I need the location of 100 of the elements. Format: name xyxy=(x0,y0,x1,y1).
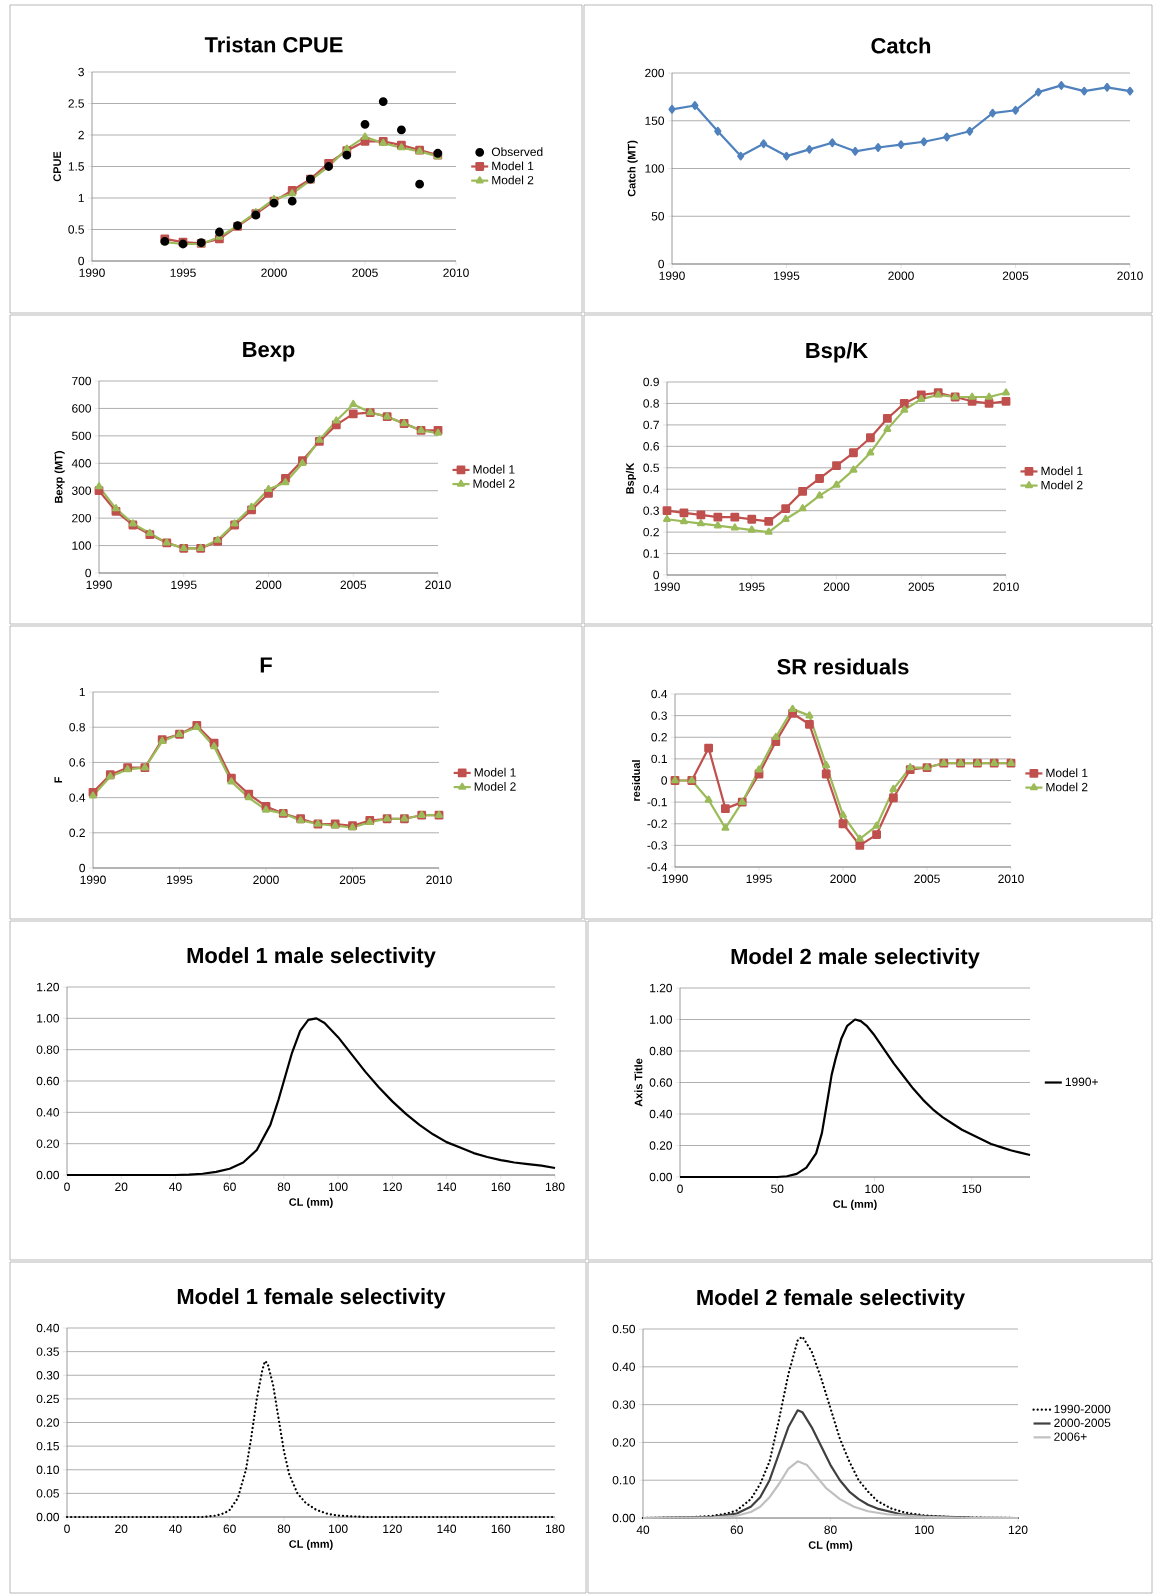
x-tick-label: 100 xyxy=(329,1182,348,1191)
x-tick-label: 120 xyxy=(1008,1525,1028,1534)
y-tick-label: 0 xyxy=(79,863,86,873)
x-tick-label: 1995 xyxy=(746,874,772,883)
y-tick-label: 0.15 xyxy=(36,1441,59,1451)
x-tick-label: 40 xyxy=(169,1524,182,1533)
chart-title: F xyxy=(260,657,272,673)
y-tick-label: 0.3 xyxy=(643,506,659,515)
x-tick-label: 60 xyxy=(223,1182,236,1191)
y-tick-label: 0.9 xyxy=(643,377,659,387)
x-tick-label: 2000 xyxy=(261,268,287,277)
y-tick-label: 0.80 xyxy=(649,1046,673,1056)
y-tick-label: 0.1 xyxy=(643,549,659,558)
legend-label: Model 2 xyxy=(473,479,515,488)
x-tick-label: 80 xyxy=(277,1182,291,1191)
x-tick-label: 80 xyxy=(277,1524,291,1533)
x-tick-label: 150 xyxy=(962,1184,982,1193)
x-tick-label: 100 xyxy=(915,1525,934,1534)
x-tick-label: 1990 xyxy=(659,271,685,280)
y-tick-label: 0.30 xyxy=(612,1400,636,1409)
y-tick-label: 2 xyxy=(78,130,84,140)
chart-title: Bexp xyxy=(243,341,295,362)
y-tick-label: 0 xyxy=(653,570,660,580)
y-tick-label: 0.6 xyxy=(643,442,659,451)
y-tick-label: 0.1 xyxy=(651,754,667,764)
x-tick-label: 1995 xyxy=(171,580,197,589)
y-tick-label: 0.20 xyxy=(36,1139,60,1148)
x-tick-label: 120 xyxy=(383,1182,402,1191)
y-axis-title: Bsp/K xyxy=(625,462,637,494)
y-tick-label: 0 xyxy=(661,776,668,785)
y-tick-label: 0 xyxy=(658,259,665,269)
y-tick-label: 0.5 xyxy=(68,225,84,234)
legend-label: Model 1 xyxy=(1046,768,1088,778)
x-tick-label: 180 xyxy=(545,1524,565,1533)
legend-label: Observed xyxy=(491,147,543,157)
y-tick-label: 100 xyxy=(645,164,665,173)
x-tick-label: 60 xyxy=(223,1524,236,1533)
x-tick-label: 1990 xyxy=(654,582,680,591)
y-tick-label: 50 xyxy=(651,212,665,221)
y-axis-title: Catch (MT) xyxy=(627,140,638,197)
x-tick-label: 2005 xyxy=(908,582,935,591)
x-tick-label: 2010 xyxy=(425,580,451,589)
x-tick-label: 2010 xyxy=(993,582,1019,591)
y-tick-label: 200 xyxy=(645,68,665,78)
legend-label: 1990+ xyxy=(1065,1077,1098,1087)
y-tick-label: 3 xyxy=(78,67,84,77)
y-tick-label: 0.50 xyxy=(612,1324,636,1334)
y-tick-label: 0.2 xyxy=(643,527,659,537)
chart-title: Model 2 female selectivity xyxy=(697,1289,965,1310)
x-tick-label: 2000 xyxy=(823,582,850,591)
x-tick-label: 1990 xyxy=(79,268,105,277)
y-tick-label: 0.4 xyxy=(643,485,660,494)
y-tick-label: 0.4 xyxy=(69,793,86,802)
y-tick-label: 0.10 xyxy=(612,1475,636,1485)
y-tick-label: 0.6 xyxy=(69,758,85,767)
y-tick-label: 0.00 xyxy=(36,1170,60,1180)
legend-label: Model 1 xyxy=(492,161,534,171)
y-tick-label: 0.7 xyxy=(643,420,659,430)
x-tick-label: 40 xyxy=(169,1182,182,1191)
x-axis-title: CL (mm) xyxy=(833,1199,877,1211)
x-tick-label: 2005 xyxy=(339,875,366,884)
y-tick-label: 200 xyxy=(72,513,92,523)
legend-label: Model 1 xyxy=(473,464,515,474)
y-tick-label: 0.20 xyxy=(36,1418,60,1427)
y-tick-label: 0.2 xyxy=(69,828,85,838)
x-tick-label: 160 xyxy=(491,1182,511,1191)
x-tick-label: 2000 xyxy=(255,580,282,589)
y-tick-label: 1 xyxy=(79,687,85,697)
legend-label: Model 2 xyxy=(474,782,516,791)
y-tick-label: 0.40 xyxy=(36,1323,60,1333)
legend-label: Model 1 xyxy=(1041,466,1083,476)
y-tick-label: 150 xyxy=(645,116,665,125)
x-tick-label: 80 xyxy=(824,1525,837,1534)
y-tick-label: -0.1 xyxy=(647,797,667,807)
y-tick-label: 2.5 xyxy=(68,99,84,108)
x-tick-label: 1990 xyxy=(80,875,106,884)
y-tick-label: 1.20 xyxy=(650,983,673,993)
chart-title: Model 2 male selectivity xyxy=(731,948,980,969)
legend-label: 2006+ xyxy=(1054,1432,1087,1441)
x-tick-label: 2005 xyxy=(340,580,367,589)
y-axis-title: residual xyxy=(632,760,641,801)
x-tick-label: 180 xyxy=(545,1182,565,1191)
y-tick-label: 0.35 xyxy=(36,1347,59,1356)
x-tick-label: 1995 xyxy=(167,875,193,884)
x-tick-label: 40 xyxy=(636,1525,650,1534)
x-tick-label: 100 xyxy=(329,1524,348,1533)
y-tick-label: 0.40 xyxy=(649,1109,673,1119)
x-tick-label: 2000 xyxy=(830,874,856,883)
y-tick-label: 0 xyxy=(78,256,85,266)
x-tick-label: 100 xyxy=(865,1184,884,1193)
legend-label: Model 2 xyxy=(492,175,534,185)
x-tick-label: 2010 xyxy=(998,874,1024,883)
y-tick-label: -0.3 xyxy=(647,841,667,850)
y-tick-label: 0.05 xyxy=(36,1489,59,1498)
y-tick-label: 0.5 xyxy=(643,463,659,473)
y-tick-label: 0.2 xyxy=(651,733,667,742)
y-tick-label: -0.2 xyxy=(647,819,667,828)
x-axis-title: CL (mm) xyxy=(808,1540,853,1552)
chart-title: Model 1 male selectivity xyxy=(187,947,436,968)
y-tick-label: 300 xyxy=(71,486,92,495)
